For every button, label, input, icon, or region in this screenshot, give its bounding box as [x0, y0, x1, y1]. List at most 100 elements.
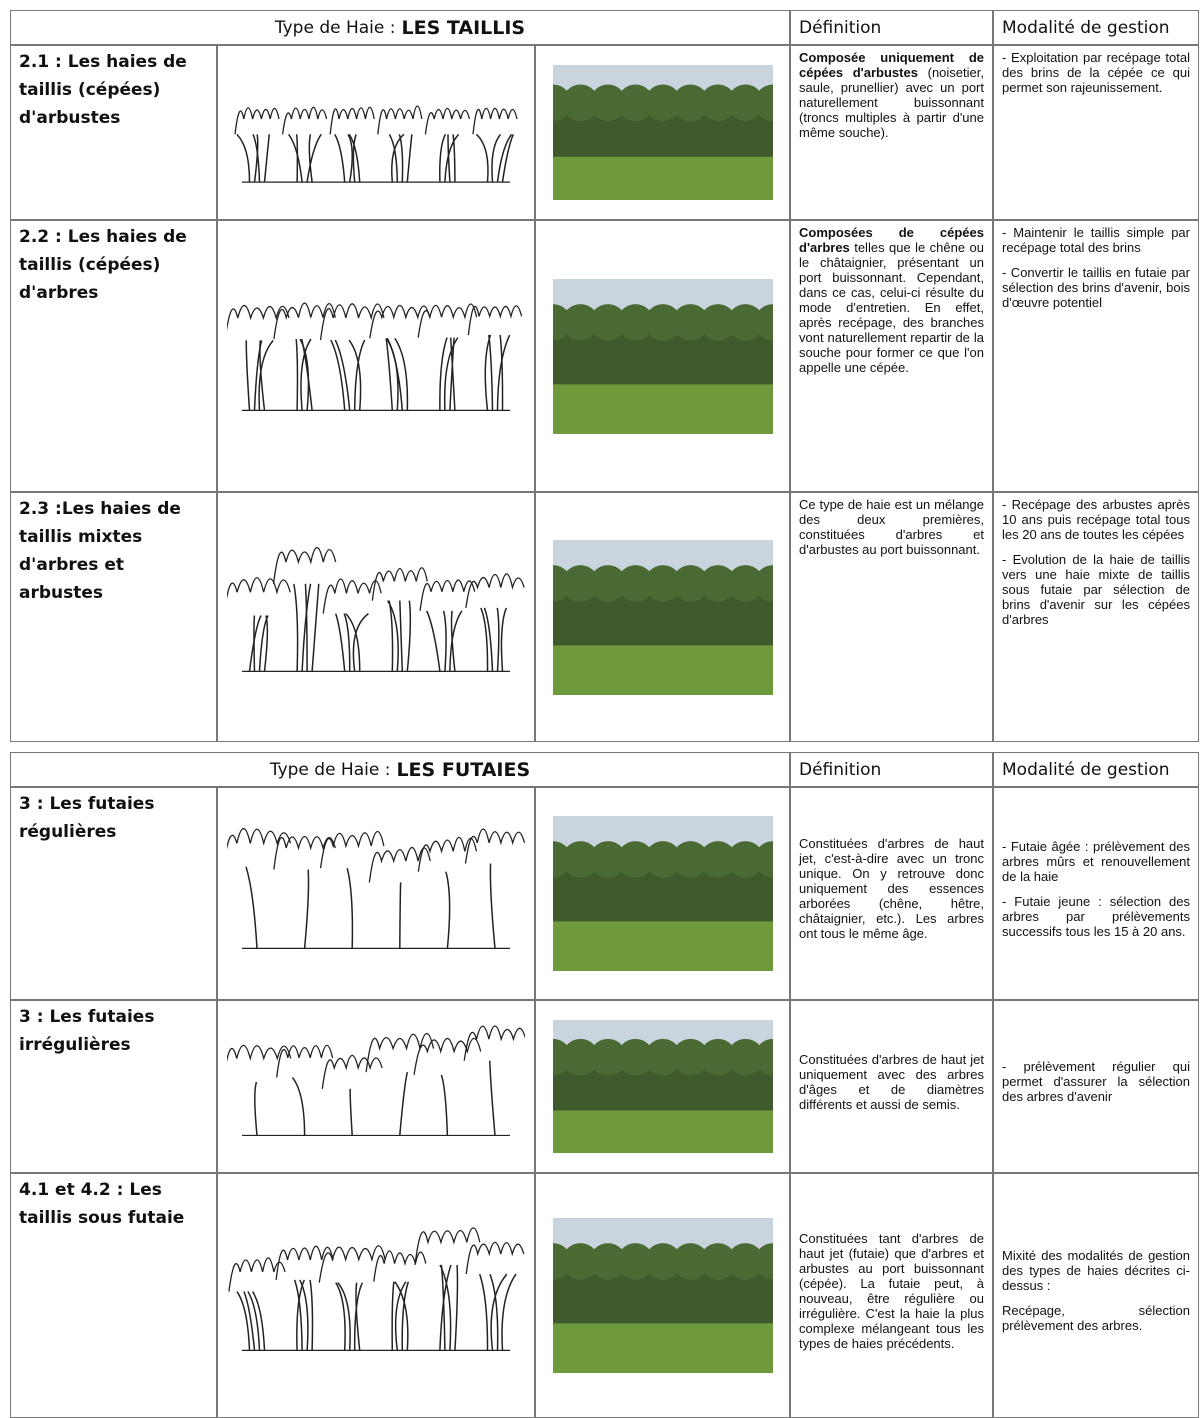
- type-label: Type de Haie :: [269, 759, 391, 780]
- tree-trunk: [352, 612, 369, 672]
- tree-crown: [414, 1226, 481, 1265]
- tree-crown: [463, 1025, 525, 1061]
- tree-crown: [365, 1032, 435, 1073]
- tree-trunk: [439, 134, 447, 183]
- tree-trunk: [353, 339, 366, 411]
- management-cell: - Exploitation par recépage total des br…: [993, 45, 1199, 220]
- tree-canopy: [561, 84, 599, 122]
- tree-crown: [281, 106, 328, 135]
- tree-trunk: [489, 1273, 499, 1350]
- management-cell: Mixité des modalités de gestion des type…: [993, 1173, 1199, 1418]
- tree-trunk: [444, 133, 460, 183]
- sketch-cell: [217, 220, 535, 492]
- tree-trunk: [330, 339, 346, 411]
- tree-trunk: [499, 334, 504, 411]
- tree-trunk: [399, 600, 404, 672]
- tree-canopy: [561, 564, 599, 602]
- tree-crown: [465, 573, 525, 609]
- tree-trunk: [263, 134, 270, 183]
- tree-trunk: [398, 134, 404, 183]
- tree-trunk: [245, 340, 251, 411]
- tree-trunk: [394, 1280, 409, 1350]
- tree-trunk: [449, 337, 456, 411]
- sketch-cell: [217, 1000, 535, 1173]
- row-name: 3 : Les futaies régulières: [19, 794, 155, 842]
- tree-trunk: [478, 1273, 489, 1350]
- tree-trunk: [401, 1281, 410, 1350]
- tree-canopy: [644, 84, 681, 122]
- tree-canopy: [561, 1038, 599, 1076]
- hedge-sketch: [228, 1226, 525, 1351]
- tree-trunk: [236, 1290, 251, 1350]
- sketch-cell: [217, 1173, 535, 1418]
- definition-header: Définition: [799, 759, 882, 780]
- tree-canopy: [671, 1243, 709, 1280]
- tree-crown: [329, 106, 375, 135]
- photo-cell: [535, 220, 790, 492]
- tree-trunk: [489, 863, 496, 948]
- tree-trunk: [501, 1273, 517, 1350]
- tree-trunk: [348, 133, 361, 183]
- tree-trunk: [346, 867, 354, 948]
- tree-crown: [227, 304, 290, 332]
- tree-trunk: [334, 133, 346, 183]
- grass: [552, 921, 773, 971]
- header-cell: Modalité de gestion: [993, 752, 1199, 787]
- definition-cell: Constituées tant d'arbres de haut jet (f…: [790, 1173, 993, 1418]
- tree-crown: [472, 107, 518, 135]
- tree-trunk: [309, 1279, 314, 1350]
- definition-text: Composées de cépées d'arbres telles que …: [799, 225, 984, 375]
- tree-canopy: [561, 303, 599, 341]
- tree-trunk: [496, 133, 513, 183]
- tree-canopy: [589, 1243, 626, 1280]
- tree-trunk: [259, 340, 266, 411]
- definition-lead: Composée uniquement de cépées d'arbustes: [799, 50, 984, 80]
- definition-lead: Composées de cépées d'arbres: [799, 225, 984, 255]
- tree-crown: [276, 1044, 334, 1078]
- tree-canopy: [671, 1038, 709, 1076]
- tree-trunk: [304, 583, 308, 672]
- tree-canopy: [699, 1038, 736, 1076]
- tree-canopy: [726, 564, 764, 602]
- photo-cell: [535, 1173, 790, 1418]
- tree-canopy: [644, 303, 681, 341]
- tree-trunk: [387, 600, 399, 672]
- tree-canopy: [699, 564, 736, 602]
- grass: [552, 1323, 773, 1373]
- sketch-cell: [217, 787, 535, 1000]
- tree-canopy: [616, 841, 654, 878]
- tree-trunk: [500, 607, 508, 672]
- tree-trunk: [386, 338, 404, 411]
- tree-canopy: [754, 841, 773, 878]
- tree-crown: [413, 1037, 482, 1075]
- hedge-photo: [552, 539, 773, 695]
- tree-canopy: [589, 303, 626, 341]
- tree-trunk: [385, 338, 394, 411]
- tree-trunk: [301, 338, 313, 411]
- tree-crown: [272, 546, 337, 584]
- tree-trunk: [345, 613, 361, 672]
- tree-trunk: [296, 1279, 305, 1350]
- tree-crown: [417, 303, 478, 338]
- tree-canopy: [754, 1243, 773, 1280]
- tree-canopy: [616, 84, 654, 122]
- tree-canopy: [754, 1038, 773, 1076]
- tree-canopy: [726, 1243, 764, 1280]
- tree-trunk: [291, 1076, 306, 1136]
- tree-trunk: [439, 337, 448, 411]
- tree-crown: [377, 105, 423, 135]
- tree-trunk: [426, 610, 441, 672]
- definition-body: Constituées d'arbres de haut jet uniquem…: [799, 1051, 984, 1112]
- grass: [552, 1110, 773, 1153]
- row-name: 4.1 et 4.2 : Les taillis sous futaie: [19, 1180, 185, 1228]
- management-text: - Evolution de la haie de taillis vers u…: [1002, 552, 1190, 627]
- name-cell: 3 : Les futaies régulières: [10, 787, 217, 1000]
- sketch-cell: [217, 492, 535, 742]
- tree-crown: [318, 1244, 386, 1283]
- hedge-sketch: [234, 105, 518, 183]
- tree-canopy: [699, 84, 736, 122]
- type-name: LES FUTAIES: [396, 758, 531, 781]
- definition-text: Constituées d'arbres de haut jet, c'est-…: [799, 836, 984, 941]
- tree-trunk: [236, 133, 251, 183]
- tree-trunk: [311, 583, 320, 672]
